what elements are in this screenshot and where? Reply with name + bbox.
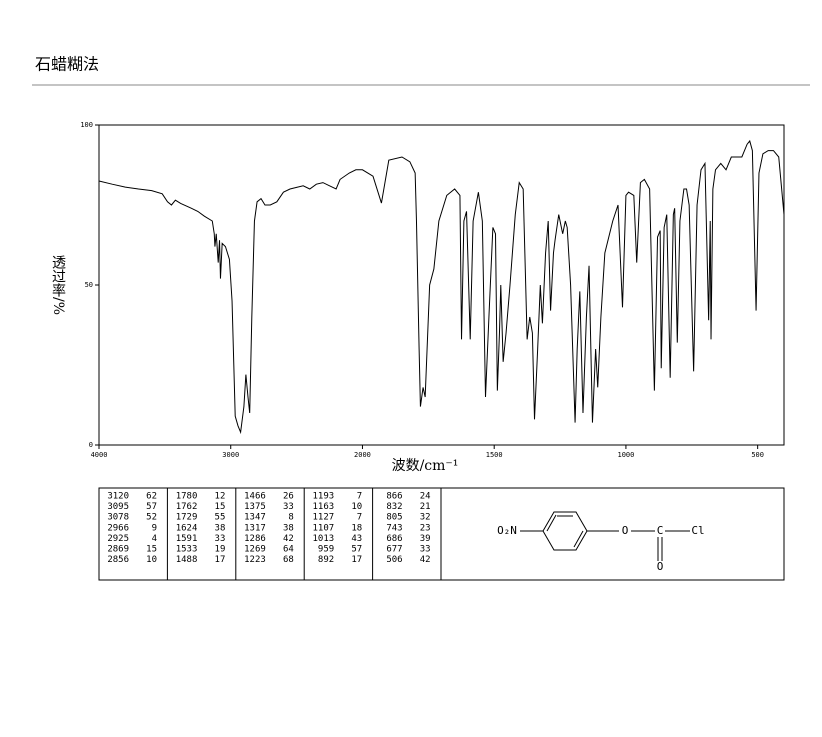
peak-wavenumber: 1762 xyxy=(176,502,198,512)
peak-transmittance: 18 xyxy=(351,523,362,533)
peak-wavenumber: 1163 xyxy=(313,502,335,512)
peak-wavenumber: 1591 xyxy=(176,534,198,544)
peak-wavenumber: 1317 xyxy=(244,523,266,533)
peak-wavenumber: 1193 xyxy=(313,492,335,502)
peak-wavenumber: 1729 xyxy=(176,513,198,523)
peak-wavenumber: 892 xyxy=(318,555,334,565)
peak-wavenumber: 1127 xyxy=(313,513,335,523)
y-tick-label: 100 xyxy=(80,121,93,129)
peak-wavenumber: 1780 xyxy=(176,492,198,502)
peak-wavenumber: 1269 xyxy=(244,545,266,555)
peak-wavenumber: 1466 xyxy=(244,492,266,502)
peak-transmittance: 42 xyxy=(283,534,294,544)
peak-wavenumber: 3095 xyxy=(107,502,129,512)
peak-transmittance: 68 xyxy=(283,555,294,565)
y-tick-label: 50 xyxy=(85,281,93,289)
ring-bond xyxy=(573,530,584,548)
peak-wavenumber: 743 xyxy=(386,523,402,533)
x-tick-label: 3000 xyxy=(222,451,239,459)
peak-wavenumber: 1624 xyxy=(176,523,198,533)
peak-transmittance: 4 xyxy=(152,534,157,544)
peak-transmittance: 17 xyxy=(215,555,226,565)
peak-wavenumber: 1223 xyxy=(244,555,266,565)
peak-wavenumber: 3120 xyxy=(107,492,129,502)
peak-wavenumber: 686 xyxy=(386,534,402,544)
peak-transmittance: 33 xyxy=(420,545,431,555)
peak-transmittance: 24 xyxy=(420,492,431,502)
peak-wavenumber: 2925 xyxy=(107,534,129,544)
peak-transmittance: 42 xyxy=(420,555,431,565)
x-tick-label: 4000 xyxy=(91,451,108,459)
peak-wavenumber: 1107 xyxy=(313,523,335,533)
peak-transmittance: 57 xyxy=(146,502,157,512)
peak-wavenumber: 959 xyxy=(318,545,334,555)
peak-transmittance: 52 xyxy=(146,513,157,523)
structure-label: Cl xyxy=(691,524,704,537)
peak-wavenumber: 1375 xyxy=(244,502,266,512)
peak-wavenumber: 1013 xyxy=(313,534,335,544)
peak-wavenumber: 1533 xyxy=(176,545,198,555)
peak-transmittance: 43 xyxy=(351,534,362,544)
peak-transmittance: 12 xyxy=(215,492,226,502)
spectrum-line xyxy=(98,139,785,435)
peak-transmittance: 33 xyxy=(215,534,226,544)
peak-wavenumber: 866 xyxy=(386,492,402,502)
peak-transmittance: 7 xyxy=(357,492,362,502)
peak-transmittance: 64 xyxy=(283,545,294,555)
peak-wavenumber: 2869 xyxy=(107,545,129,555)
peak-transmittance: 10 xyxy=(351,502,362,512)
peak-transmittance: 57 xyxy=(351,545,362,555)
peak-transmittance: 33 xyxy=(283,502,294,512)
peak-transmittance: 19 xyxy=(215,545,226,555)
peak-transmittance: 10 xyxy=(146,555,157,565)
x-tick-label: 1000 xyxy=(617,451,634,459)
peak-transmittance: 17 xyxy=(351,555,362,565)
peak-transmittance: 55 xyxy=(215,513,226,523)
peak-wavenumber: 2856 xyxy=(107,555,129,565)
peak-transmittance: 32 xyxy=(420,513,431,523)
peak-transmittance: 8 xyxy=(288,513,293,523)
peak-transmittance: 15 xyxy=(215,502,226,512)
structure-label: C xyxy=(657,524,664,537)
peak-wavenumber: 506 xyxy=(386,555,402,565)
peak-wavenumber: 832 xyxy=(386,502,402,512)
peak-wavenumber: 2966 xyxy=(107,523,129,533)
page-title: 石蜡糊法 xyxy=(35,55,99,74)
peak-wavenumber: 3078 xyxy=(107,513,129,523)
benzene-ring xyxy=(542,511,588,551)
peak-transmittance: 7 xyxy=(357,513,362,523)
x-axis-label: 波数/cm⁻¹ xyxy=(392,458,459,474)
plot-frame xyxy=(98,124,785,446)
x-tick-label: 1500 xyxy=(486,451,503,459)
y-tick-label: 0 xyxy=(89,441,93,449)
x-tick-label: 500 xyxy=(751,451,764,459)
peak-transmittance: 9 xyxy=(152,523,157,533)
y-axis-label: 透过率/% xyxy=(50,255,66,315)
peak-transmittance: 26 xyxy=(283,492,294,502)
structure-label: O xyxy=(657,560,664,573)
peak-transmittance: 15 xyxy=(146,545,157,555)
peak-wavenumber: 1286 xyxy=(244,534,266,544)
peak-wavenumber: 805 xyxy=(386,513,402,523)
peak-transmittance: 39 xyxy=(420,534,431,544)
structure-label: O₂N xyxy=(497,524,517,537)
peak-transmittance: 21 xyxy=(420,502,431,512)
structure-drawing xyxy=(520,511,690,561)
peak-transmittance: 38 xyxy=(215,523,226,533)
x-tick-label: 2000 xyxy=(354,451,371,459)
structure-label: O xyxy=(622,524,629,537)
peak-transmittance: 62 xyxy=(146,492,157,502)
peak-transmittance: 38 xyxy=(283,523,294,533)
peak-wavenumber: 1347 xyxy=(244,513,266,523)
peak-transmittance: 23 xyxy=(420,523,431,533)
peak-wavenumber: 1488 xyxy=(176,555,198,565)
ring-bond xyxy=(546,514,557,532)
peak-wavenumber: 677 xyxy=(386,545,402,555)
